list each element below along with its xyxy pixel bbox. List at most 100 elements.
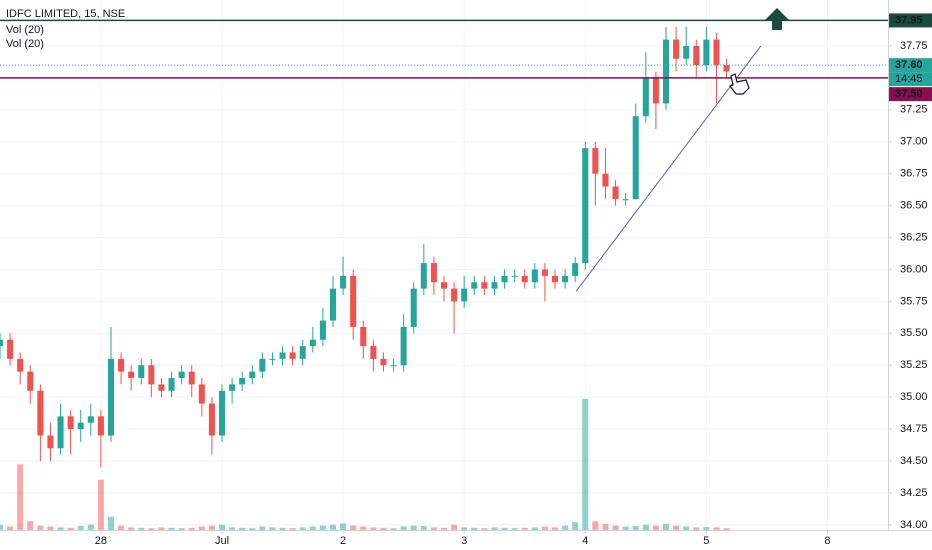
candle-body (521, 275, 528, 283)
y-tick-label: 34.25 (900, 487, 928, 499)
x-tick-label: 2 (340, 535, 346, 547)
volume-bar (259, 526, 266, 530)
candle-body (329, 288, 337, 321)
candle-body (531, 269, 538, 283)
candle-body (592, 148, 599, 174)
chart-title: IDFC LIMITED, 15, NSE (6, 8, 125, 20)
x-tick-label: 28 (95, 535, 107, 547)
candle-body (269, 358, 276, 360)
candle-body (97, 416, 104, 436)
candle-body (430, 263, 437, 283)
volume-bar (239, 527, 246, 530)
volume-bar (340, 523, 347, 530)
candle-body (158, 384, 165, 391)
candle-body (551, 275, 559, 283)
candle-body (602, 173, 609, 187)
y-tick-label: 35.75 (900, 295, 928, 307)
volume-bar (380, 527, 387, 530)
volume-bar (652, 525, 659, 530)
candle-body (632, 116, 639, 200)
volume-bar (471, 527, 478, 530)
candle-body (229, 384, 236, 391)
y-tick-label: 35.00 (900, 391, 928, 403)
candle-body (7, 339, 14, 359)
volume-bar (319, 525, 326, 530)
candle-body (582, 148, 589, 264)
volume-bar (551, 527, 559, 530)
price-label-box (889, 87, 932, 102)
volume-bar (723, 528, 730, 530)
volume-bar (451, 524, 458, 530)
price-label-box (889, 13, 932, 28)
volume-bar (420, 526, 427, 530)
candle-body (693, 45, 700, 66)
volume-bar (713, 527, 720, 530)
grid (0, 0, 888, 530)
candle-body (289, 352, 296, 359)
y-tick-label: 34.50 (900, 455, 928, 467)
candle-body (612, 186, 619, 200)
y-tick-label: 36.75 (900, 168, 928, 180)
candle-body (27, 371, 34, 391)
candle-body (198, 384, 205, 404)
candle-body (511, 275, 518, 277)
volume-bar (370, 527, 377, 530)
candle-body (713, 39, 720, 66)
candle-body (491, 282, 498, 289)
volume-bar (400, 526, 407, 530)
candle-body (572, 263, 579, 276)
candle-body (259, 358, 266, 372)
volume-bar (632, 526, 639, 530)
volume-bar (27, 521, 34, 530)
candle-body (208, 403, 215, 436)
candle-body (87, 416, 94, 423)
countdown: 14:45 (895, 73, 923, 85)
volume-bar (249, 528, 256, 530)
candle-body (37, 390, 44, 436)
candle-body (138, 365, 145, 379)
candle-body (188, 371, 195, 385)
y-tick-label: 36.00 (900, 263, 928, 275)
candle-body (662, 39, 670, 104)
volume-bar (673, 525, 680, 530)
volume-bar (148, 528, 155, 530)
x-tick-label: 4 (582, 535, 588, 547)
volume-bar (47, 526, 54, 530)
price-label: 37.60 (895, 59, 923, 71)
candle-body (47, 435, 54, 449)
volume-bar (107, 516, 115, 530)
y-tick-label: 35.50 (900, 327, 928, 339)
candle-body (319, 320, 326, 340)
candle-body (17, 358, 24, 372)
x-tick-label: Jul (215, 535, 229, 547)
volume-bar (642, 524, 649, 530)
candle-body (148, 365, 155, 385)
arrow-up (765, 8, 789, 30)
volume-bar (350, 525, 357, 530)
y-tick-label: 37.25 (900, 104, 928, 116)
candle-body (440, 282, 448, 289)
hand-cursor-icon (729, 73, 750, 95)
candle-body (67, 416, 74, 430)
candle-body (622, 199, 629, 201)
candle-body (683, 45, 690, 59)
volume-bar (198, 526, 205, 530)
volume-bar (622, 526, 629, 530)
x-tick-label: 5 (703, 535, 709, 547)
volume-bar (208, 525, 215, 530)
y-tick-label: 36.50 (900, 200, 928, 212)
candle-body (380, 358, 387, 366)
volume-bar (229, 527, 236, 530)
y-tick-label: 34.00 (900, 519, 928, 531)
candle-body (77, 422, 84, 430)
candle-body (461, 288, 468, 302)
candle-body (723, 65, 730, 72)
candle-body (299, 346, 306, 359)
volume-bar (118, 525, 125, 530)
volume-bar (440, 527, 448, 530)
volume-bar (7, 526, 14, 530)
volume-bar (87, 524, 94, 530)
volume-bar (703, 526, 710, 530)
